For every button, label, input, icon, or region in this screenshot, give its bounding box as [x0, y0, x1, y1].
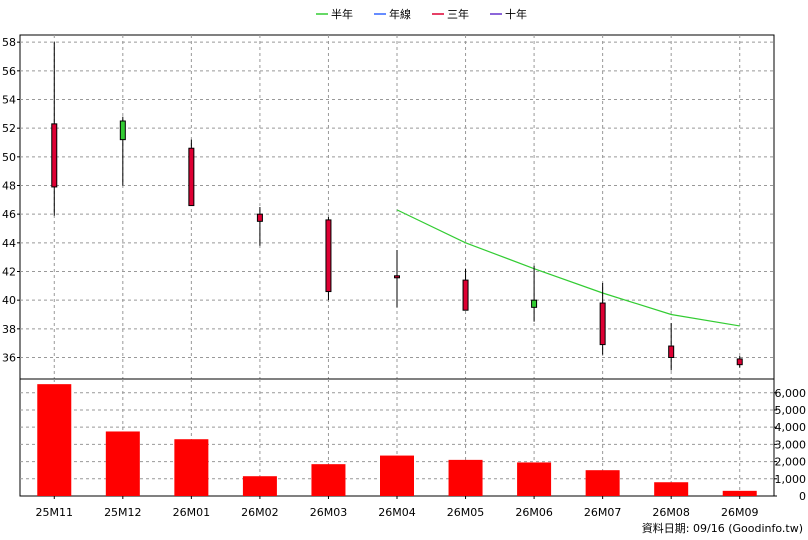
volume-tick-label-3: 3,000	[775, 438, 807, 451]
price-tick-label-8: 52	[2, 122, 16, 135]
price-tick-label-2: 40	[2, 294, 16, 307]
volume-bar-3	[242, 476, 277, 496]
price-panel: 36 38 40 42 44 46 48 50 52 54 56 58	[2, 34, 775, 380]
x-tick-label-5: 26M04	[378, 506, 416, 519]
legend-label-2: 三年	[447, 7, 469, 21]
candle-body-5	[394, 275, 400, 279]
price-tick-label-1: 38	[2, 323, 16, 336]
volume-bar-1	[105, 431, 140, 496]
volume-bar-6	[448, 459, 483, 496]
volume-tick-label-0: 0	[799, 490, 806, 503]
half-year-line	[396, 209, 740, 327]
volume-tick-label-2: 2,000	[775, 456, 807, 469]
volume-bar-5	[380, 455, 414, 496]
x-axis-labels: 25M11 25M12 26M01 26M02 26M03 26M04 26M05 26M06…	[36, 496, 759, 519]
x-tick-label-0: 25M11	[36, 506, 74, 519]
volume-tick-label-4: 4,000	[775, 421, 807, 434]
x-tick-label-10: 26M09	[721, 506, 759, 519]
candle-body-6	[462, 279, 469, 311]
chart-legend: 半年 年線 三年 十年	[316, 7, 527, 21]
volume-bar-2	[174, 439, 209, 496]
candle-body-4	[325, 219, 332, 293]
volume-bar-0	[37, 384, 72, 496]
x-tick-label-9: 26M08	[652, 506, 690, 519]
candle-body-3	[256, 213, 263, 222]
half-year-line-path	[396, 209, 740, 327]
x-tick-label-8: 26M07	[584, 506, 622, 519]
price-tick-label-4: 44	[2, 237, 16, 250]
candles	[51, 42, 743, 371]
x-tick-label-3: 26M02	[241, 506, 279, 519]
volume-bars	[37, 384, 757, 496]
x-tick-label-2: 26M01	[173, 506, 211, 519]
x-tick-label-6: 26M05	[447, 506, 485, 519]
price-tick-label-3: 42	[2, 266, 16, 279]
volume-tick-label-1: 1,000	[775, 473, 807, 486]
candle-body-8	[599, 302, 606, 346]
volume-bar-4	[311, 464, 346, 496]
price-tick-label-7: 50	[2, 151, 16, 164]
legend-label-1: 年線	[389, 7, 411, 21]
volume-tick-label-6: 6,000	[775, 387, 807, 400]
price-tick-label-5: 46	[2, 208, 16, 221]
price-tick-label-6: 48	[2, 180, 16, 193]
price-tick-label-11: 58	[2, 36, 16, 49]
legend-label-3: 十年	[505, 7, 527, 21]
volume-tick-label-5: 5,000	[775, 404, 807, 417]
volume-panel: 0 1,000 2,000 3,000 4,000 5,000 6,000	[19, 378, 806, 503]
footer-note: 資料日期: 09/16 (Goodinfo.tw)	[642, 521, 803, 535]
volume-bar-7	[517, 462, 552, 496]
candle-body-10	[736, 358, 743, 366]
candle-body-2	[188, 147, 195, 207]
x-tick-label-4: 26M03	[310, 506, 348, 519]
price-tick-label-0: 36	[2, 352, 16, 365]
price-tick-label-10: 56	[2, 65, 16, 78]
x-tick-label-1: 25M12	[104, 506, 142, 519]
volume-bar-9	[654, 482, 689, 496]
legend-label-0: 半年	[331, 7, 353, 21]
volume-bar-10	[722, 490, 757, 496]
candle-body-7	[531, 299, 538, 308]
candle-body-9	[668, 345, 675, 358]
price-tick-label-9: 54	[2, 94, 16, 107]
volume-axis: 0 1,000 2,000 3,000 4,000 5,000 6,000	[774, 387, 806, 503]
x-tick-label-7: 26M06	[515, 506, 553, 519]
volume-bar-8	[585, 470, 620, 496]
price-axis: 36 38 40 42 44 46 48 50 52 54 56 58	[2, 36, 20, 365]
candle-body-0	[51, 123, 58, 188]
candle-body-1	[119, 120, 126, 141]
